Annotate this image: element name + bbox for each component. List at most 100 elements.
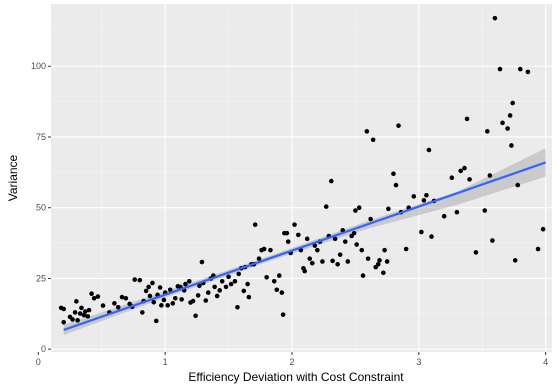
data-point xyxy=(320,259,325,264)
data-point xyxy=(356,205,362,211)
data-point xyxy=(132,277,138,282)
data-point xyxy=(458,168,463,174)
data-point xyxy=(403,246,409,252)
data-point xyxy=(510,100,515,106)
trend-line xyxy=(63,161,547,331)
data-point xyxy=(217,288,222,293)
data-point xyxy=(462,165,467,171)
data-point xyxy=(292,222,297,227)
data-point xyxy=(205,290,211,295)
data-point xyxy=(161,297,167,303)
data-point xyxy=(85,314,91,319)
data-point xyxy=(82,309,88,314)
data-point xyxy=(236,271,242,277)
y-tick-label: 0 xyxy=(41,344,46,354)
data-point xyxy=(473,250,479,255)
data-point xyxy=(277,273,282,278)
data-point xyxy=(212,284,217,290)
x-tick-label: 0 xyxy=(36,357,41,367)
data-points-layer xyxy=(58,15,546,325)
data-point xyxy=(467,177,472,182)
data-point xyxy=(323,204,329,209)
data-point xyxy=(540,226,546,232)
data-point xyxy=(75,318,80,323)
data-point xyxy=(203,298,209,303)
x-tick-label: 2 xyxy=(289,357,294,367)
data-point xyxy=(226,274,231,280)
data-point xyxy=(183,281,188,287)
data-point xyxy=(159,303,164,308)
data-point xyxy=(304,236,310,242)
data-point xyxy=(370,137,376,143)
data-point xyxy=(264,275,269,280)
data-point xyxy=(309,260,315,266)
data-point xyxy=(419,229,424,235)
data-point xyxy=(228,281,234,287)
data-point xyxy=(232,278,238,284)
data-point xyxy=(512,258,518,263)
data-point xyxy=(115,304,121,310)
data-point xyxy=(86,307,92,313)
data-point xyxy=(296,232,301,238)
minor-gridlines xyxy=(51,4,552,352)
data-point xyxy=(429,234,434,239)
data-point xyxy=(487,173,493,178)
data-point xyxy=(359,247,365,253)
x-tick-label: 1 xyxy=(163,357,168,367)
data-point xyxy=(535,246,541,252)
trend-line-layer xyxy=(63,161,547,331)
data-point xyxy=(165,303,170,308)
axis-ticks-layer: 0 1 2 3 4 0 25 50 75 100 xyxy=(31,61,548,367)
y-tick-label: 50 xyxy=(36,203,46,213)
data-point xyxy=(329,178,334,184)
data-point xyxy=(492,15,498,21)
data-point xyxy=(505,126,510,131)
data-point xyxy=(411,194,417,199)
data-point xyxy=(312,243,318,248)
data-point xyxy=(70,317,75,322)
data-point xyxy=(345,259,351,264)
data-point xyxy=(61,306,66,312)
data-point xyxy=(140,310,145,315)
data-point xyxy=(391,171,396,177)
y-tick-label: 100 xyxy=(31,61,46,71)
data-point xyxy=(77,311,83,316)
data-point xyxy=(365,256,371,261)
data-point xyxy=(525,69,531,75)
data-point xyxy=(424,192,429,198)
data-point xyxy=(197,283,202,289)
data-point xyxy=(351,230,357,236)
data-point xyxy=(482,208,488,213)
data-point xyxy=(500,120,505,126)
data-point xyxy=(342,239,348,244)
data-point xyxy=(81,312,87,318)
data-point xyxy=(377,258,382,263)
data-point xyxy=(507,113,513,118)
data-point xyxy=(360,273,366,278)
data-point xyxy=(246,294,252,300)
data-point xyxy=(386,206,391,212)
data-point xyxy=(515,182,521,188)
x-tick-label: 4 xyxy=(543,357,548,367)
data-point xyxy=(153,318,159,324)
data-point xyxy=(119,294,125,300)
data-point xyxy=(256,256,262,261)
data-point xyxy=(268,247,273,253)
data-point xyxy=(285,239,291,244)
data-point xyxy=(190,298,196,304)
data-point xyxy=(95,294,101,299)
data-point xyxy=(89,291,94,297)
data-point xyxy=(364,129,370,134)
data-point xyxy=(100,303,106,308)
data-point xyxy=(74,299,79,304)
data-point xyxy=(354,242,359,247)
data-point xyxy=(375,261,381,267)
data-point xyxy=(245,281,250,287)
data-point xyxy=(143,288,149,294)
data-point xyxy=(464,116,470,122)
data-point xyxy=(271,278,277,284)
data-point xyxy=(517,66,523,72)
data-point xyxy=(193,313,198,319)
data-point xyxy=(112,301,117,306)
